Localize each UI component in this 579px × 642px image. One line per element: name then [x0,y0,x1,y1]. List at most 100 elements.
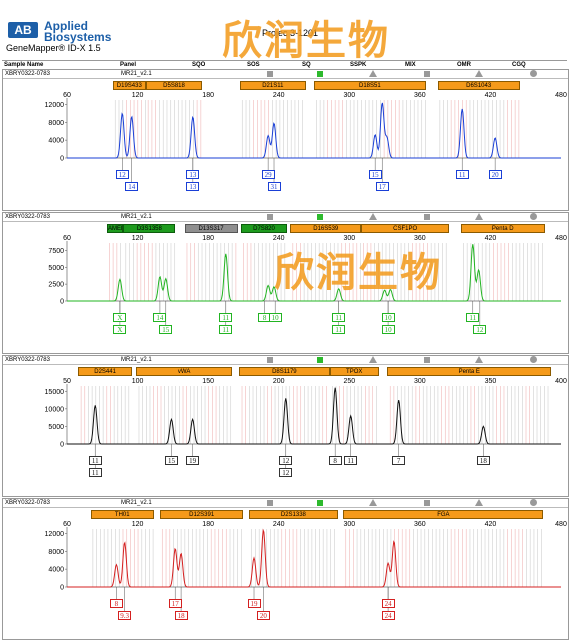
quality-flag-icon[interactable] [369,499,377,506]
quality-flag-icon[interactable] [369,356,377,363]
allele-call[interactable]: 19 [186,456,200,465]
quality-flag-icon[interactable] [317,357,323,363]
marker-bin[interactable]: D3S1358 [123,224,176,233]
quality-flag-icon[interactable] [424,71,430,77]
y-tick-label: 12000 [45,531,65,538]
allele-call[interactable]: 19 [247,599,261,608]
marker-bin[interactable]: D6S1043 [437,81,520,90]
quality-flag-icon[interactable] [267,500,273,506]
allele-call[interactable]: 7 [392,456,406,465]
quality-flag-icon[interactable] [424,357,430,363]
quality-flag-icon[interactable] [530,499,537,506]
allele-call[interactable]: 15 [159,325,173,334]
allele-call[interactable]: 15 [164,456,178,465]
quality-flag-icon[interactable] [369,70,377,77]
allele-call[interactable]: 9.3 [118,611,132,620]
marker-bin[interactable]: D7S820 [241,224,287,233]
allele-call[interactable]: 11 [332,313,346,322]
x-tick-label: 480 [555,235,567,242]
allele-call[interactable]: 8 [328,456,342,465]
x-tick-label: 50 [63,378,71,385]
marker-bin[interactable]: D19S433 [112,81,146,90]
allele-call[interactable]: 11 [332,325,346,334]
bin-guides [92,529,542,587]
allele-call[interactable]: 18 [174,611,188,620]
allele-call[interactable]: X [113,325,127,334]
allele-call[interactable]: 14 [125,182,139,191]
quality-flag-icon[interactable] [424,214,430,220]
allele-call[interactable]: 12 [115,170,129,179]
watermark-middle: 欣润生物 [274,250,442,296]
quality-flag-icon[interactable] [267,71,273,77]
marker-bin[interactable]: D13S317 [184,224,238,233]
allele-call[interactable]: 10 [381,313,395,322]
col-sspk: SSPK [350,62,367,68]
quality-flag-icon[interactable] [530,213,537,220]
marker-bin[interactable]: D21S11 [239,81,306,90]
allele-call[interactable]: 17 [375,182,389,191]
quality-flag-icon[interactable] [317,500,323,506]
allele-call[interactable]: 20 [256,611,270,620]
allele-call[interactable]: 10 [381,325,395,334]
allele-call[interactable]: 11 [344,456,358,465]
allele-call[interactable]: 12 [279,468,293,477]
allele-call[interactable]: 11 [219,313,233,322]
allele-call[interactable]: 13 [186,170,200,179]
marker-bin[interactable]: D16S539 [290,224,362,233]
marker-bin[interactable]: TH01 [90,510,155,519]
quality-flag-icon[interactable] [424,500,430,506]
allele-call[interactable]: 11 [466,313,480,322]
marker-bin[interactable]: CSF1PO [361,224,450,233]
marker-bin[interactable]: Penta D [461,224,545,233]
quality-flag-icon[interactable] [475,213,483,220]
allele-call[interactable]: 17 [168,599,182,608]
allele-call[interactable]: 31 [267,182,281,191]
quality-flag-icon[interactable] [369,213,377,220]
x-tick-label: 120 [132,92,144,99]
allele-call[interactable]: 15 [368,170,382,179]
trace-black [67,387,561,445]
trace-green [67,244,561,302]
allele-call[interactable]: 13 [186,182,200,191]
allele-call[interactable]: 24 [381,611,395,620]
marker-bin[interactable]: D8S1179 [239,367,330,376]
sample-name: XBRY0322-0783 [5,71,50,77]
quality-flag-icon[interactable] [267,214,273,220]
allele-call[interactable]: 29 [261,170,275,179]
quality-flag-icon[interactable] [317,214,323,220]
allele-call[interactable]: 24 [381,599,395,608]
allele-call[interactable]: 11 [88,456,102,465]
marker-bin[interactable]: AMEL [106,224,124,233]
marker-bin[interactable]: vWA [136,367,233,376]
quality-flag-icon[interactable] [475,70,483,77]
allele-call[interactable]: 12 [473,325,487,334]
allele-call[interactable]: 10 [268,313,282,322]
panel-name: MR21_v2.1 [121,71,152,77]
allele-call[interactable]: 18 [476,456,490,465]
allele-call[interactable]: 11 [455,170,469,179]
marker-bin[interactable]: D18S51 [314,81,426,90]
allele-call[interactable]: 8 [109,599,123,608]
x-tick-label: 180 [202,92,214,99]
marker-bin[interactable]: D12S391 [159,510,244,519]
quality-flag-icon[interactable] [530,70,537,77]
allele-call[interactable]: X [113,313,127,322]
quality-flag-icon[interactable] [475,356,483,363]
quality-flag-icon[interactable] [267,357,273,363]
panel-meta-row: XBRY0322-0783 MR21_v2.1 [3,213,568,222]
quality-flag-icon[interactable] [317,71,323,77]
quality-flag-icon[interactable] [475,499,483,506]
marker-bin[interactable]: D2S1338 [249,510,338,519]
marker-bin[interactable]: Penta E [387,367,552,376]
marker-bin[interactable]: TPOX [329,367,379,376]
marker-bin[interactable]: FGA [343,510,544,519]
x-tick-label: 240 [273,92,285,99]
marker-bin[interactable]: D2S441 [78,367,132,376]
allele-call[interactable]: 12 [279,456,293,465]
quality-flag-icon[interactable] [530,356,537,363]
allele-call[interactable]: 14 [153,313,167,322]
allele-call[interactable]: 11 [219,325,233,334]
allele-call[interactable]: 11 [88,468,102,477]
marker-bin[interactable]: D5S818 [145,81,203,90]
allele-call[interactable]: 20 [488,170,502,179]
